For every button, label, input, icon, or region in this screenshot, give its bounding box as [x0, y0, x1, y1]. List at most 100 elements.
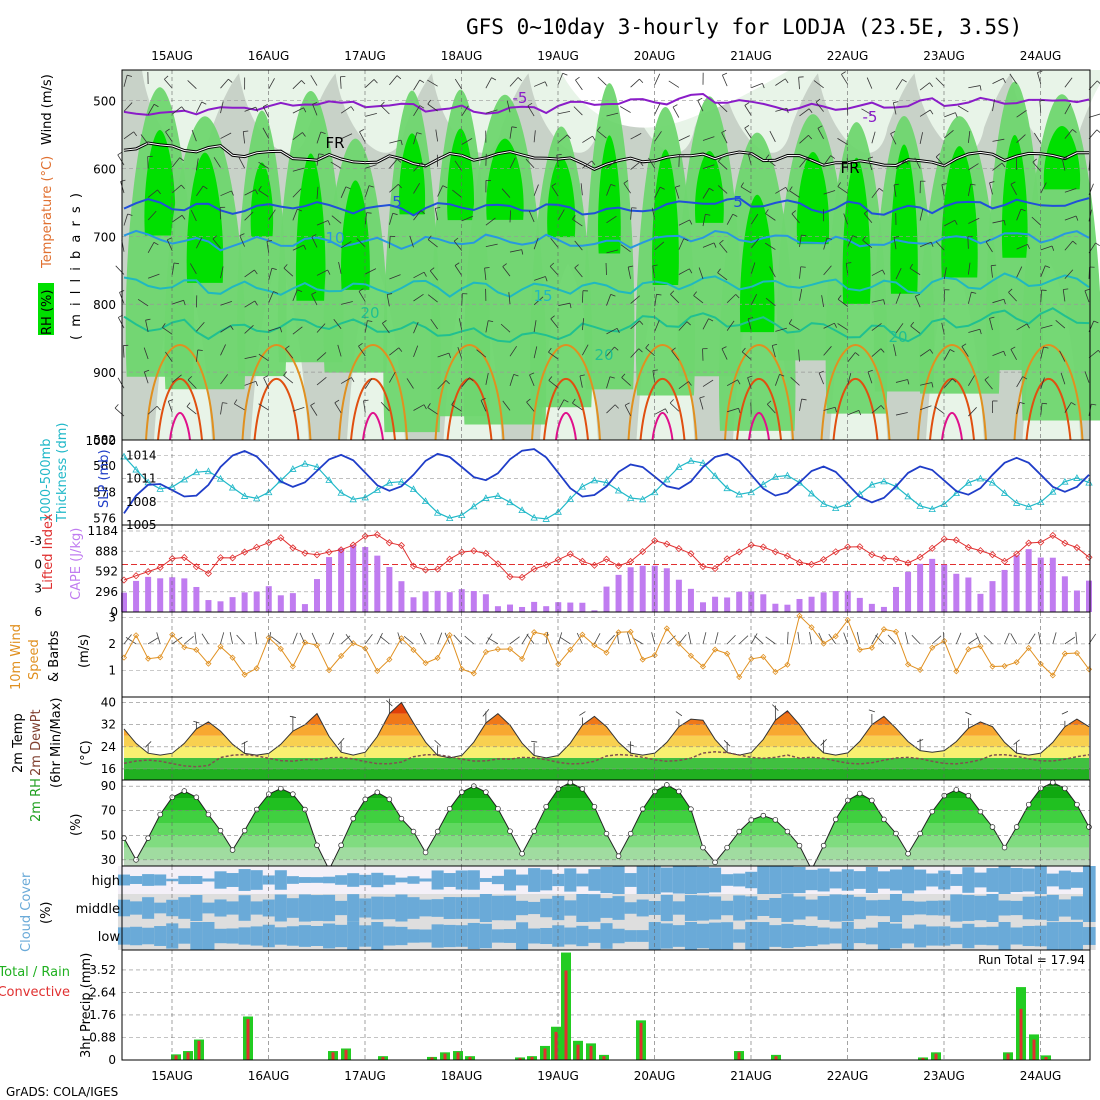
wind-barb-flag — [358, 342, 363, 347]
wind-barb-flag — [639, 161, 644, 167]
wind-barb — [316, 323, 326, 333]
cloud-cell-high — [238, 869, 252, 891]
wind-barb — [606, 346, 615, 357]
cloud-cell-middle — [757, 900, 770, 916]
rh-moist-column — [530, 126, 593, 408]
wind10-barb — [968, 636, 979, 645]
cloud-cell-middle — [1058, 899, 1072, 917]
wind-barb-flag — [255, 106, 258, 112]
li-marker — [1000, 557, 1009, 565]
temperature-contour-25 — [1013, 343, 1084, 441]
wind-barb — [316, 269, 328, 276]
wind-barb — [1084, 371, 1090, 383]
cloud-cell-middle — [467, 897, 481, 919]
wind-barb — [582, 344, 589, 356]
wind-barb — [165, 131, 173, 142]
wind10-label: 10m Wind — [9, 624, 24, 690]
cloud-cell-middle — [455, 897, 469, 919]
li-marker — [964, 543, 972, 551]
wind-barb — [765, 297, 776, 306]
slp-tick-label: 1011 — [126, 472, 157, 486]
rh-marker — [1062, 785, 1068, 792]
wind-barb — [196, 185, 204, 197]
wind10-barb — [201, 633, 209, 645]
wind-barb-flag — [984, 376, 990, 381]
wind-barb — [678, 219, 690, 226]
wind-barb-flag — [183, 300, 186, 306]
wind-barb-flag — [699, 396, 705, 399]
cape-bar — [724, 597, 731, 612]
wind-barb — [187, 80, 197, 90]
thickness-marker — [421, 497, 430, 505]
wind-barb-flag — [273, 291, 279, 294]
wind-barb-flag — [517, 77, 522, 82]
wind-barb — [242, 131, 246, 144]
cloud-cell-low — [226, 928, 240, 944]
contour-label: -5 — [513, 89, 528, 107]
wind-barb — [220, 344, 226, 356]
rh-marker — [857, 790, 863, 797]
precip-convective-bar — [331, 1052, 335, 1060]
li-marker — [892, 555, 900, 563]
minmax-cap — [868, 709, 876, 713]
li-marker — [1073, 543, 1081, 552]
temperature-contour-35 — [748, 411, 770, 441]
wind-barb — [1064, 402, 1072, 413]
wind-barb — [526, 401, 535, 412]
rh-tick-label: 30 — [101, 853, 116, 867]
precip-convective-bar — [554, 1031, 558, 1060]
temperature-contour-35 — [651, 411, 674, 441]
wind-barb — [358, 291, 366, 302]
wind-barb-flag — [228, 78, 233, 83]
rh-marker — [217, 827, 224, 834]
wind-barb-flag — [416, 132, 422, 135]
wind10-barb — [931, 635, 942, 645]
wind-barb-flag — [834, 407, 837, 413]
wind-barb — [283, 375, 294, 384]
cape-bar — [458, 589, 465, 612]
wind-barb-flag — [255, 381, 258, 387]
wind-barb — [961, 346, 969, 357]
wind-barb-flag — [186, 402, 191, 407]
wind-barb — [861, 108, 873, 116]
wind-barb — [895, 323, 904, 334]
wind-barb — [147, 210, 157, 221]
wind-barb-flag — [165, 128, 170, 133]
wind-barb — [172, 299, 184, 305]
cape-bar — [760, 594, 767, 612]
temperature-contour-25 — [241, 343, 312, 441]
wind-barb — [292, 406, 305, 412]
wind10-barb — [887, 634, 897, 645]
wind-barb-flag — [303, 244, 307, 250]
rh-tick-label: 50 — [101, 828, 116, 842]
wind10-marker — [687, 652, 695, 659]
wind-barb — [533, 81, 546, 87]
cloud-cell-high — [769, 866, 783, 894]
thickness-tick-label: 582 — [93, 433, 116, 447]
wind-barb — [234, 403, 245, 411]
wind-barb — [509, 249, 522, 253]
wind-barb — [461, 293, 463, 306]
cape-bar — [639, 565, 646, 612]
wind-barb — [823, 406, 836, 411]
bottom-date-label: 18AUG — [441, 1069, 483, 1083]
wind10-barb — [311, 632, 318, 645]
wind-barb — [847, 352, 856, 363]
wind-barb — [171, 374, 182, 383]
rh-marker — [290, 791, 296, 797]
wind-barb — [220, 374, 228, 385]
wind-barb — [268, 209, 276, 220]
wind-barb — [668, 80, 680, 88]
precip-convective-bar — [543, 1048, 547, 1060]
wind-barb-flag — [1045, 265, 1051, 268]
wind-barb — [751, 83, 763, 89]
contour-label: 20 — [888, 328, 907, 346]
wind10-marker — [253, 665, 260, 672]
cloud-cell-low — [926, 926, 939, 946]
wind-barb — [389, 274, 401, 280]
wind-barb-flag — [989, 181, 995, 184]
li-marker — [518, 573, 526, 581]
wind-barb-flag — [954, 220, 958, 225]
wind-barb — [1084, 290, 1090, 303]
wind-barb — [765, 213, 776, 221]
